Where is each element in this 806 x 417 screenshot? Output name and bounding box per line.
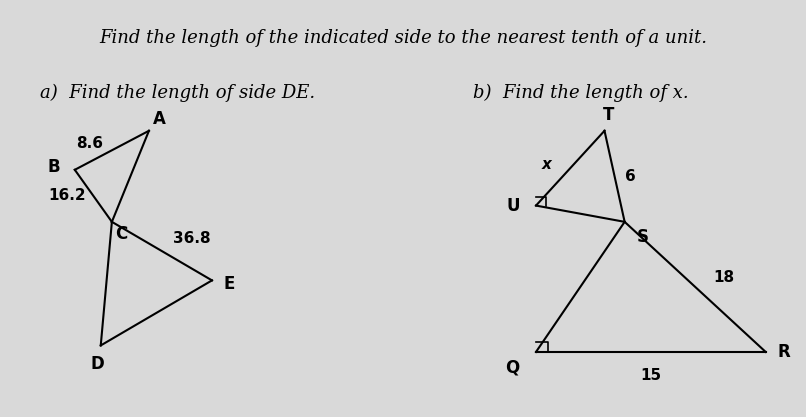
Text: 6: 6 xyxy=(625,169,636,184)
Text: Find the length of the indicated side to the nearest tenth of a unit.: Find the length of the indicated side to… xyxy=(99,29,707,47)
Text: U: U xyxy=(506,196,520,215)
Text: A: A xyxy=(152,110,165,128)
Text: a)  Find the length of side DE.: a) Find the length of side DE. xyxy=(40,83,315,102)
Text: S: S xyxy=(637,229,649,246)
Text: x: x xyxy=(541,158,551,172)
Text: D: D xyxy=(90,355,104,373)
Text: R: R xyxy=(778,343,791,361)
Text: Q: Q xyxy=(505,359,520,377)
Text: B: B xyxy=(48,158,60,176)
Text: 16.2: 16.2 xyxy=(48,188,86,203)
Text: 36.8: 36.8 xyxy=(172,231,210,246)
Text: T: T xyxy=(603,106,614,124)
Text: 18: 18 xyxy=(713,270,734,285)
Text: 8.6: 8.6 xyxy=(76,136,103,151)
Text: b)  Find the length of x.: b) Find the length of x. xyxy=(472,83,688,102)
Text: 15: 15 xyxy=(640,368,662,383)
Text: C: C xyxy=(115,225,128,243)
Text: E: E xyxy=(223,275,235,293)
